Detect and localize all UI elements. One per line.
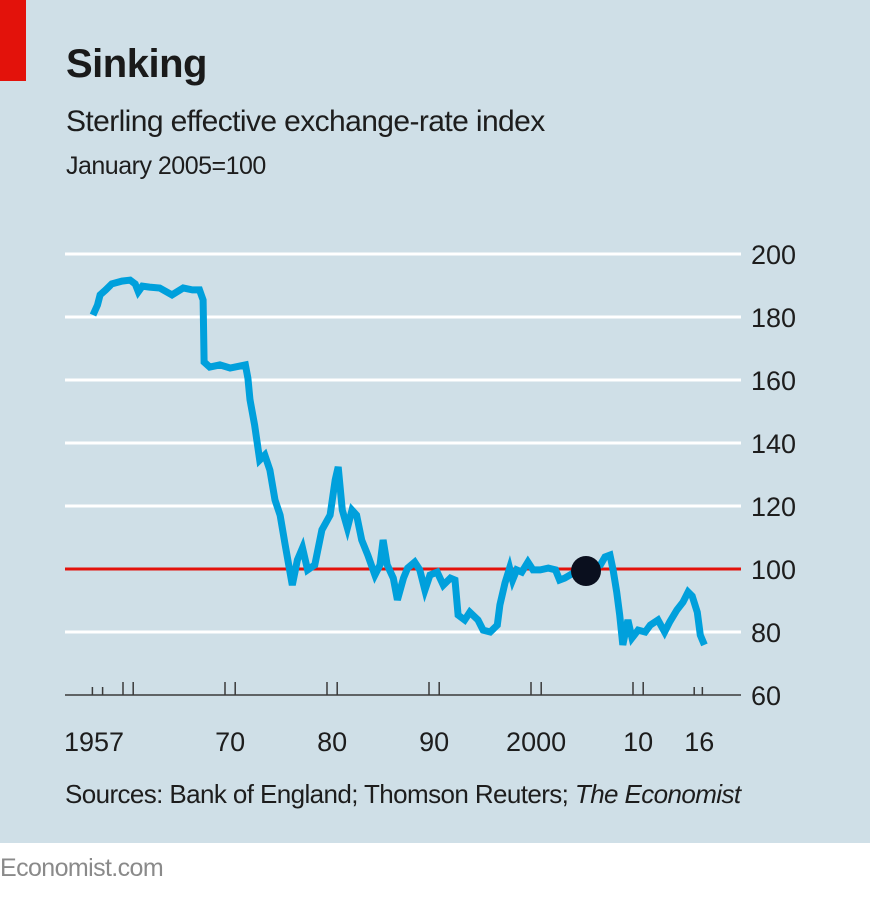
series-group (89, 276, 708, 647)
gridlines (65, 252, 741, 634)
chart-panel (0, 0, 870, 843)
x-axis (65, 682, 741, 696)
series-line-0 (89, 276, 708, 647)
red-accent-tag (0, 0, 26, 81)
marker-jan-2005 (571, 556, 601, 586)
chart-subtitle: Sterling effective exchange-rate index (66, 105, 545, 138)
y-tick-label-60: 60 (751, 681, 781, 711)
sources-text: Sources: Bank of England; Thomson Reuter… (65, 779, 575, 809)
x-tick-label-70: 70 (215, 727, 245, 757)
unit-note: January 2005=100 (66, 152, 266, 180)
chart-title: Sinking (66, 42, 207, 86)
x-tick-label-10: 10 (623, 727, 653, 757)
y-tick-label-160: 160 (751, 366, 796, 396)
x-tick-label-2000: 2000 (506, 727, 566, 757)
site-credit: Economist.com (0, 854, 164, 882)
y-tick-label-140: 140 (751, 429, 796, 459)
y-tick-label-120: 120 (751, 492, 796, 522)
sources-italic: The Economist (574, 779, 741, 809)
x-tick-label-80: 80 (317, 727, 347, 757)
y-axis-labels: 60 80 100 120 140 160 180 200 (751, 240, 796, 711)
x-tick-label-16: 16 (684, 727, 714, 757)
y-tick-label-180: 180 (751, 303, 796, 333)
x-tick-label-90: 90 (419, 727, 449, 757)
y-tick-label-200: 200 (751, 240, 796, 270)
sources-note: Sources: Bank of England; Thomson Reuter… (65, 779, 741, 810)
marker-group (571, 556, 601, 586)
x-axis-labels: 1957 70 80 90 2000 10 16 (64, 727, 714, 757)
y-tick-label-80: 80 (751, 618, 781, 648)
x-tick-label-1957: 1957 (64, 727, 124, 757)
y-tick-label-100: 100 (751, 555, 796, 585)
